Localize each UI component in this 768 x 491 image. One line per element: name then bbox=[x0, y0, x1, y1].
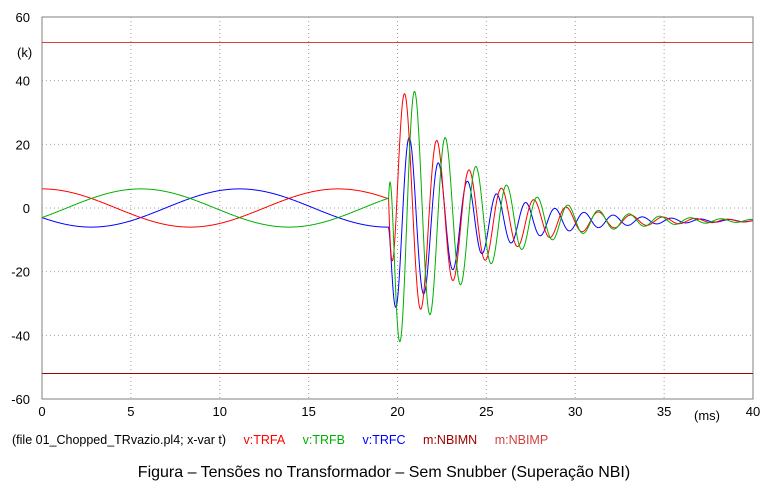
y-tick-label: 40 bbox=[16, 74, 30, 89]
legend: (file 01_Chopped_TRvazio.pl4; x-var t) v… bbox=[12, 433, 562, 447]
x-tick-label: 40 bbox=[746, 404, 760, 419]
x-tick-label: 5 bbox=[127, 404, 134, 419]
grid bbox=[42, 17, 753, 399]
y-axis-label: (k) bbox=[17, 45, 32, 60]
y-tick-label: -40 bbox=[11, 328, 30, 343]
x-tick-label: 15 bbox=[301, 404, 315, 419]
x-axis-label: (ms) bbox=[694, 408, 720, 423]
x-tick-label: 25 bbox=[479, 404, 493, 419]
legend-item-trfa: v:TRFA bbox=[243, 433, 286, 447]
y-tick-label: -60 bbox=[11, 392, 30, 407]
legend-item-trfb: v:TRFB bbox=[302, 433, 345, 447]
tick-labels: 0 5 10 15 20 25 30 35 40 -60 -40 -20 0 20 40 60 bbox=[11, 10, 760, 419]
x-tick-label: 35 bbox=[657, 404, 671, 419]
x-tick-label: 20 bbox=[390, 404, 404, 419]
legend-item-nbimp: m:NBIMP bbox=[494, 433, 549, 447]
file-label: (file 01_Chopped_TRvazio.pl4; x-var t) bbox=[12, 433, 226, 447]
y-tick-label: 60 bbox=[16, 10, 30, 25]
x-tick-label: 10 bbox=[213, 404, 227, 419]
legend-item-nbimn: m:NBIMN bbox=[423, 433, 478, 447]
y-tick-label: 20 bbox=[16, 137, 30, 152]
x-tick-label: 0 bbox=[38, 404, 45, 419]
trfa-line bbox=[42, 93, 753, 310]
trfb-line bbox=[41, 90, 753, 343]
x-tick-label: 30 bbox=[568, 404, 582, 419]
y-tick-label: -20 bbox=[11, 265, 30, 280]
trfc-line bbox=[41, 137, 753, 308]
legend-item-trfc: v:TRFC bbox=[362, 433, 406, 447]
series-lines bbox=[41, 41, 753, 375]
y-tick-label: 0 bbox=[23, 201, 30, 216]
figure-caption: Figura – Tensões no Transformador – Sem … bbox=[137, 464, 631, 481]
